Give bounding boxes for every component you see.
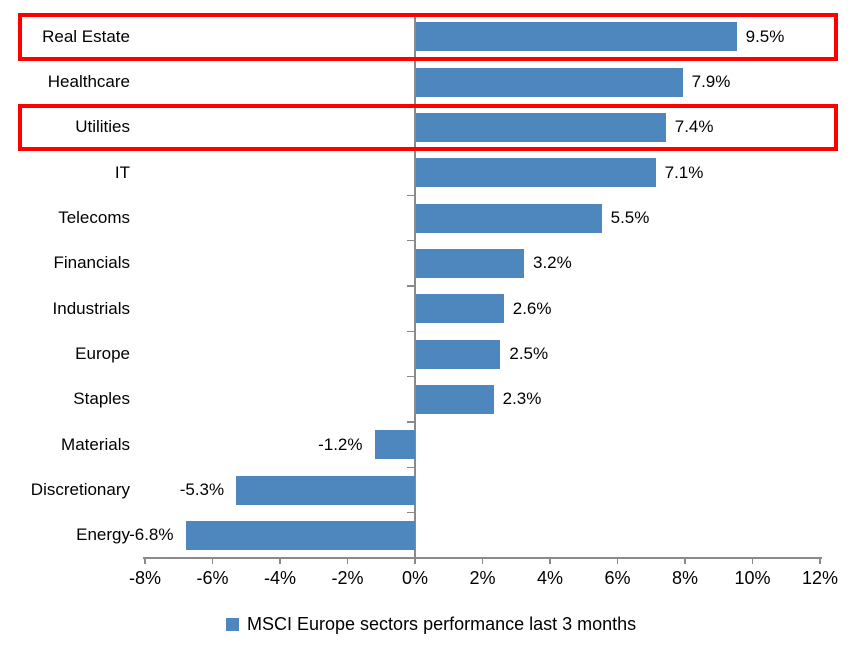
value-label: 2.5% [509, 344, 549, 363]
value-label: -1.2% [318, 434, 363, 454]
x-tick-label: 8% [671, 568, 698, 588]
x-tick-label: 0% [401, 568, 428, 588]
legend-label: MSCI Europe sectors performance last 3 m… [247, 614, 637, 634]
category-tick [407, 194, 415, 197]
x-tick-label: 4% [536, 568, 563, 588]
value-label: 7.1% [664, 162, 704, 182]
category-label: Healthcare [47, 72, 130, 91]
value-label: -5.3% [179, 480, 225, 499]
value-label: -6.8% [129, 525, 174, 545]
bar [416, 158, 656, 188]
x-tick-label: 12% [801, 568, 839, 588]
value-label: 7.4% [674, 117, 714, 137]
x-tick [481, 558, 484, 564]
value-label: 9.5% [745, 26, 785, 46]
legend-swatch [226, 617, 239, 631]
category-label: Staples [73, 389, 130, 409]
category-label: Financials [53, 253, 130, 273]
category-tick [407, 239, 415, 242]
category-label: Europe [75, 344, 130, 363]
category-tick [407, 511, 415, 514]
x-tick-label: 6% [604, 568, 631, 588]
bar [185, 520, 415, 550]
bar [416, 384, 494, 414]
x-tick [144, 558, 146, 564]
bar [236, 475, 415, 505]
x-tick [819, 558, 821, 564]
x-tick [279, 558, 281, 564]
x-tick [751, 558, 754, 564]
legend: MSCI Europe sectors performance last 3 m… [226, 611, 636, 637]
category-tick [407, 285, 415, 287]
x-tick-label: 10% [734, 568, 771, 588]
bar [416, 339, 501, 369]
x-tick-label: -2% [331, 568, 364, 588]
category-label: Telecoms [58, 208, 130, 227]
highlight-box-utilities [18, 103, 838, 152]
bar [374, 430, 415, 460]
category-label: IT [114, 162, 130, 182]
bar [416, 248, 524, 278]
value-label: 3.2% [533, 253, 572, 273]
bar [416, 203, 602, 233]
x-tick [211, 558, 214, 564]
highlight-box-real-estate [18, 12, 838, 61]
bar [416, 112, 666, 142]
category-label: Utilities [75, 117, 130, 137]
x-tick-label: -6% [196, 568, 229, 588]
category-label: Energy [76, 525, 130, 545]
category-tick [407, 421, 415, 423]
category-label: Discretionary [30, 480, 130, 499]
value-label: 7.9% [691, 72, 731, 91]
value-label: 5.5% [610, 208, 650, 227]
x-tick-label: 2% [469, 568, 496, 588]
value-label: 2.6% [512, 298, 552, 318]
x-tick [684, 558, 686, 564]
bar [416, 67, 683, 97]
x-tick [346, 558, 349, 564]
x-tick [549, 558, 551, 564]
bar [416, 22, 737, 52]
bar [416, 294, 504, 324]
x-tick-label: -8% [128, 568, 161, 588]
category-label: Real Estate [42, 26, 130, 46]
category-label: Industrials [52, 298, 130, 318]
x-tick [616, 558, 619, 564]
x-tick-label: -4% [263, 568, 296, 588]
category-tick [407, 375, 415, 378]
category-label: Materials [61, 434, 130, 454]
x-tick [414, 558, 416, 564]
category-tick [407, 330, 415, 333]
category-tick [407, 466, 415, 469]
value-label: 2.3% [502, 389, 542, 409]
